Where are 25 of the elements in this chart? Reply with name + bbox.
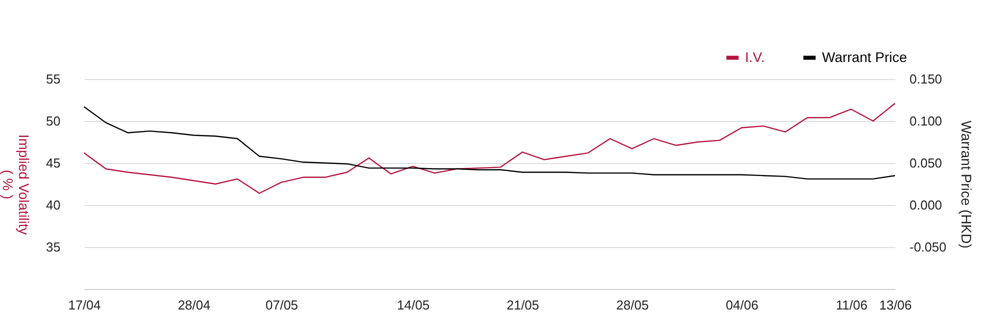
y2-tick-label: -0.050 xyxy=(910,240,946,254)
legend-label: I.V. xyxy=(745,48,765,65)
x-tick-label: 17/04 xyxy=(68,298,101,312)
line-series xyxy=(83,102,896,194)
y-tick-label: 35 xyxy=(46,240,60,254)
x-tick-label: 14/05 xyxy=(397,298,430,312)
y-tick-label: 55 xyxy=(46,72,60,86)
x-tick-label: 07/05 xyxy=(265,298,298,312)
y2-tick-label: 0.150 xyxy=(910,72,942,86)
y2-axis-title: Warrant Price (HKD) xyxy=(958,120,974,248)
y2-tick-label: 0.000 xyxy=(910,198,942,212)
x-tick-label: 28/04 xyxy=(178,298,210,312)
line-series xyxy=(83,106,896,180)
x-tick-label: 13/06 xyxy=(879,298,912,312)
y-tick-label: 40 xyxy=(46,198,60,212)
y2-tick-label: 0.100 xyxy=(910,114,942,128)
y-tick-label: 50 xyxy=(46,114,60,128)
x-tick-label: 21/05 xyxy=(506,298,540,312)
y2-tick-label: 0.050 xyxy=(910,156,942,170)
x-tick-label: 04/06 xyxy=(726,298,758,312)
x-tick-label: 11/06 xyxy=(836,298,868,312)
y-axis-title: Implied Volatility ( % ) xyxy=(0,134,32,235)
y-tick-label: 45 xyxy=(46,156,60,170)
x-tick-label: 28/05 xyxy=(616,298,649,312)
legend-label: Warrant Price xyxy=(822,48,908,65)
